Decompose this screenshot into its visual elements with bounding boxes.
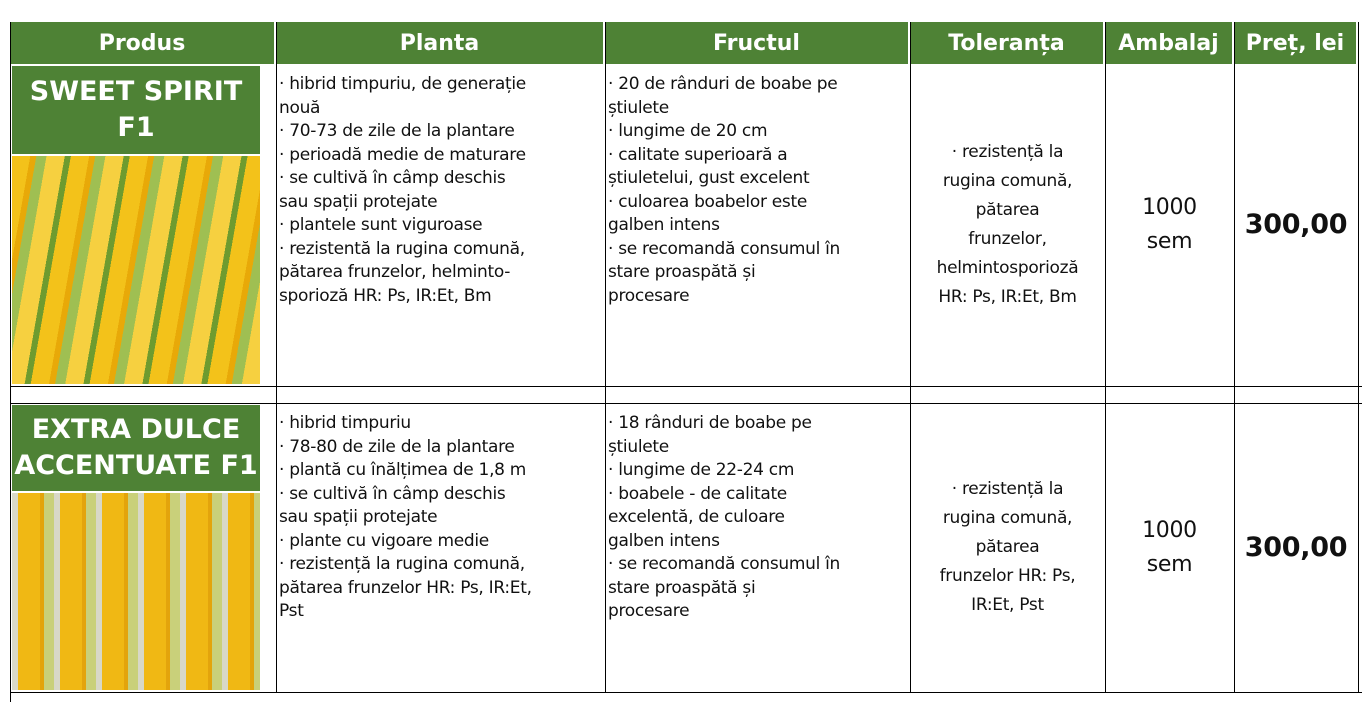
product-name: EXTRA DULCE ACCENTUATE F1	[12, 405, 260, 491]
price-cell: 300,00	[1234, 64, 1358, 386]
header-cell: Preț, lei	[1234, 22, 1356, 64]
planta-line: nouă	[279, 97, 321, 118]
ambalaj-cell: 1000 sem	[1105, 64, 1234, 386]
fructul-line: · se recomandă consumul în	[608, 238, 841, 259]
col-line	[910, 22, 911, 692]
col-line	[1358, 22, 1359, 692]
planta-line: sau spații protejate	[279, 191, 438, 212]
header-cell: Toleranța	[910, 22, 1103, 64]
ambalaj-line: sem	[1146, 551, 1193, 577]
fructul-line: · lungime de 20 cm	[608, 121, 768, 141]
toleranta-line: IR:Et, Pst	[971, 595, 1044, 615]
price: 300,00	[1244, 209, 1348, 241]
fructul-line: stare proaspătă și	[608, 262, 756, 282]
col-line	[1105, 22, 1106, 692]
planta-cell: · hibrid timpuriu · 78-80 de zile de la p…	[279, 412, 603, 624]
fructul-line: procesare	[608, 285, 690, 306]
row-line	[10, 692, 1362, 693]
toleranta-line: frunzelor HR: Ps,	[939, 566, 1076, 586]
planta-line: · rezistență la rugina comună,	[279, 554, 525, 574]
ambalaj-line: 1000	[1142, 517, 1197, 543]
header-cell: Planta	[276, 22, 603, 64]
fructul-line: știulete	[608, 97, 669, 118]
toleranta-line: HR: Ps, IR:Et, Bm	[938, 287, 1077, 307]
planta-line: · plante cu vigoare medie	[279, 530, 489, 551]
toleranta-line: · rezistență la	[951, 142, 1064, 162]
planta-line: · rezistentă la rugina comună,	[279, 238, 525, 259]
planta-line: · plantă cu înălțimea de 1,8 m	[279, 460, 527, 480]
ambalaj-cell: 1000 sem	[1105, 403, 1234, 692]
toleranta-cell: · rezistență la rugina comună, pătarea frun…	[910, 64, 1105, 386]
toleranta-cell: · rezistență la rugina comună, pătarea frun…	[910, 403, 1105, 692]
header-cell: Ambalaj	[1105, 22, 1232, 64]
header-cell: Fructul	[605, 22, 908, 64]
planta-line: · hibrid timpuriu	[279, 413, 411, 433]
fructul-line: · lungime de 22-24 cm	[608, 460, 795, 480]
planta-cell: · hibrid timpuriu, de generație nouă · 70-…	[279, 73, 603, 308]
fructul-cell: · 20 de rânduri de boabe pe știulete · lun…	[608, 73, 908, 308]
planta-line: · se cultivă în câmp deschis	[279, 168, 506, 188]
fructul-line: · se recomandă consumul în	[608, 554, 841, 574]
col-line	[276, 22, 277, 692]
planta-line: pătarea frunzelor, helminto-	[279, 262, 511, 282]
planta-line: Pst	[279, 601, 304, 621]
fructul-line: știuletelui, gust excelent	[608, 168, 810, 188]
planta-line: pătarea frunzelor HR: Ps, IR:Et,	[279, 577, 532, 598]
toleranta-line: helmintosporioză	[936, 258, 1079, 278]
toleranta-line: pătarea	[975, 537, 1040, 557]
toleranta-line: · rezistență la	[951, 479, 1064, 499]
col-line	[10, 386, 11, 702]
planta-line: · se cultivă în câmp deschis	[279, 483, 506, 504]
product-image	[12, 156, 260, 384]
col-line	[605, 22, 606, 692]
col-line	[10, 22, 11, 702]
name-line: F1	[117, 112, 155, 143]
price-cell: 300,00	[1234, 403, 1358, 692]
planta-line: sporioză HR: Ps, IR:Et, Bm	[279, 285, 492, 306]
planta-line: · 78-80 de zile de la plantare	[279, 436, 515, 457]
planta-line: · 70-73 de zile de la plantare	[279, 121, 515, 141]
toleranta-line: rugina comună,	[942, 171, 1073, 191]
name-line: ACCENTUATE F1	[14, 450, 258, 481]
fructul-line: galben intens	[608, 530, 720, 551]
fructul-line: · culoarea boabelor este	[608, 191, 807, 212]
fructul-line: · boabele - de calitate	[608, 483, 787, 504]
fructul-line: știulete	[608, 436, 669, 457]
ambalaj-line: 1000	[1142, 195, 1197, 220]
fructul-line: procesare	[608, 601, 690, 621]
fructul-line: · calitate superioară a	[608, 144, 788, 165]
product-name: SWEET SPIRIT F1	[12, 66, 260, 154]
planta-line: · hibrid timpuriu, de generație	[279, 74, 526, 94]
product-image	[12, 493, 260, 690]
fructul-line: stare proaspătă și	[608, 577, 756, 598]
header-cell: Produs	[10, 22, 274, 64]
fructul-line: · 20 de rânduri de boabe pe	[608, 74, 838, 94]
toleranta-line: frunzelor,	[968, 229, 1047, 249]
col-line	[1234, 22, 1235, 692]
fructul-cell: · 18 rânduri de boabe pe știulete · lungim…	[608, 412, 908, 624]
price: 300,00	[1244, 531, 1348, 563]
fructul-line: · 18 rânduri de boabe pe	[608, 413, 812, 433]
planta-line: · plantele sunt viguroase	[279, 215, 483, 235]
row-line	[10, 403, 1362, 404]
toleranta-line: pătarea	[975, 200, 1040, 220]
toleranta-line: rugina comună,	[942, 508, 1073, 528]
name-line: SWEET SPIRIT	[29, 76, 243, 107]
planta-line: sau spații protejate	[279, 507, 438, 527]
name-line: EXTRA DULCE	[31, 414, 241, 445]
ambalaj-line: sem	[1146, 229, 1193, 254]
fructul-line: excelentă, de culoare	[608, 507, 785, 527]
row-line	[10, 386, 1362, 387]
fructul-line: galben intens	[608, 215, 720, 235]
planta-line: · perioadă medie de maturare	[279, 144, 526, 165]
